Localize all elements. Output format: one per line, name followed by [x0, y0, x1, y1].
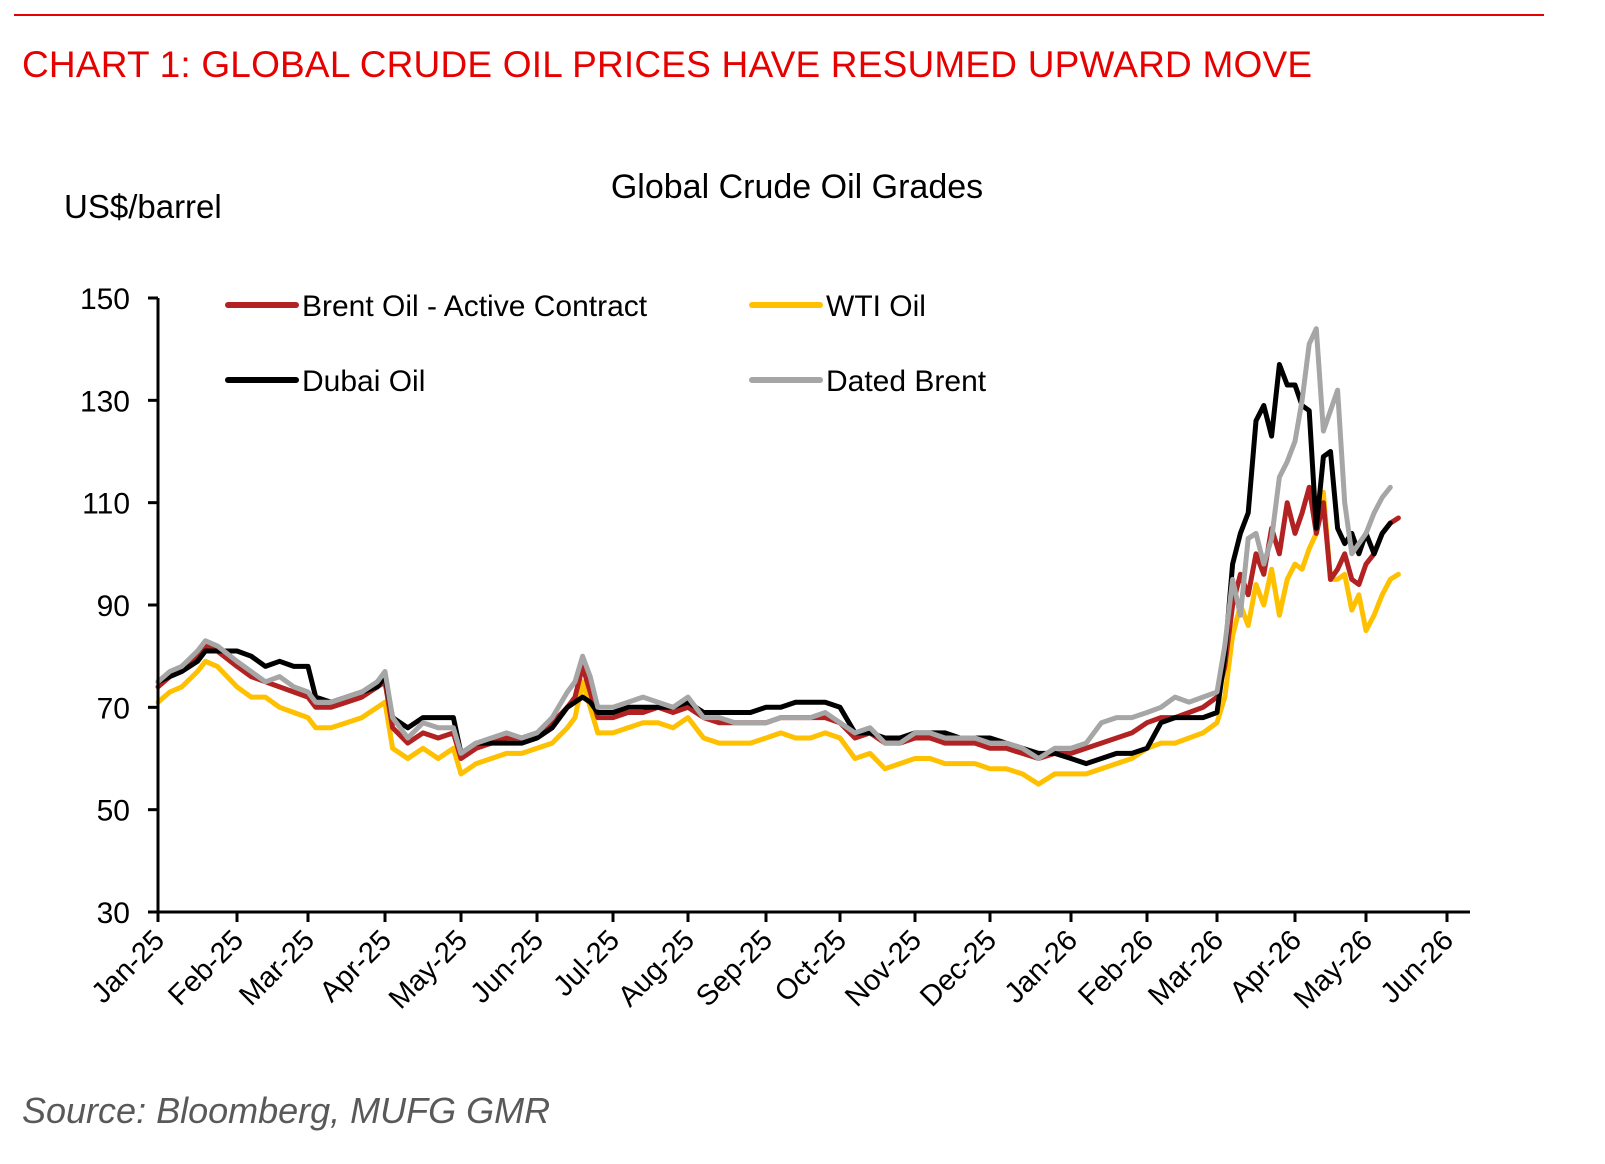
- source-note: Source: Bloomberg, MUFG GMR: [22, 1090, 551, 1131]
- legend-label: Dubai Oil: [302, 365, 425, 398]
- x-tick-label: Jun-25: [465, 924, 550, 1009]
- legend-label: WTI Oil: [826, 290, 926, 323]
- x-tick-label: Sep-25: [690, 924, 779, 1013]
- chart-title: Global Crude Oil Grades: [611, 168, 983, 206]
- series-layer: [155, 326, 1401, 787]
- y-tick-label: 110: [82, 488, 130, 521]
- y-axis-label: US$/barrel: [64, 188, 222, 225]
- series-line-wti-oil: [155, 489, 1401, 787]
- series-line-dated-brent: [155, 326, 1393, 761]
- chart-heading: CHART 1: GLOBAL CRUDE OIL PRICES HAVE RE…: [22, 44, 1313, 85]
- y-tick-label: 50: [97, 795, 130, 828]
- y-tick-label: 90: [97, 590, 130, 623]
- legend-item: WTI Oil: [749, 290, 926, 323]
- x-tick-label: Nov-25: [839, 924, 928, 1013]
- series-line-dubai-oil: [155, 362, 1393, 767]
- x-tick-label: Dec-25: [914, 924, 1003, 1013]
- top-rule: [14, 14, 1544, 16]
- x-tick-label: Feb-25: [162, 924, 250, 1012]
- legend-label: Brent Oil - Active Contract: [302, 290, 648, 323]
- legend: Brent Oil - Active Contract WTI Oil Dubai …: [225, 290, 987, 398]
- x-tick-label: Mar-26: [1142, 924, 1230, 1012]
- y-tick-label: 30: [97, 897, 130, 930]
- y-tick-label: 70: [97, 692, 130, 725]
- legend-item: Dubai Oil: [225, 365, 425, 398]
- x-tick-label: Feb-26: [1072, 924, 1160, 1012]
- x-tick-label: Oct-25: [769, 924, 853, 1008]
- x-tick-label: May-26: [1288, 924, 1379, 1015]
- x-tick-label: Jan-25: [86, 924, 171, 1009]
- x-tick-label: May-25: [383, 924, 474, 1015]
- legend-label: Dated Brent: [826, 365, 987, 398]
- legend-item: Brent Oil - Active Contract: [225, 290, 648, 323]
- x-tick-label: Jan-26: [999, 924, 1084, 1009]
- y-tick-label: 150: [80, 283, 130, 316]
- axes-layer: 30507090110130150Jan-25Feb-25Mar-25Apr-2…: [80, 283, 1470, 1015]
- x-tick-label: Jun-26: [1375, 924, 1460, 1009]
- y-tick-label: 130: [80, 385, 130, 418]
- x-tick-label: Aug-25: [612, 924, 701, 1013]
- legend-item: Dated Brent: [749, 365, 987, 398]
- x-tick-label: Mar-25: [233, 924, 321, 1012]
